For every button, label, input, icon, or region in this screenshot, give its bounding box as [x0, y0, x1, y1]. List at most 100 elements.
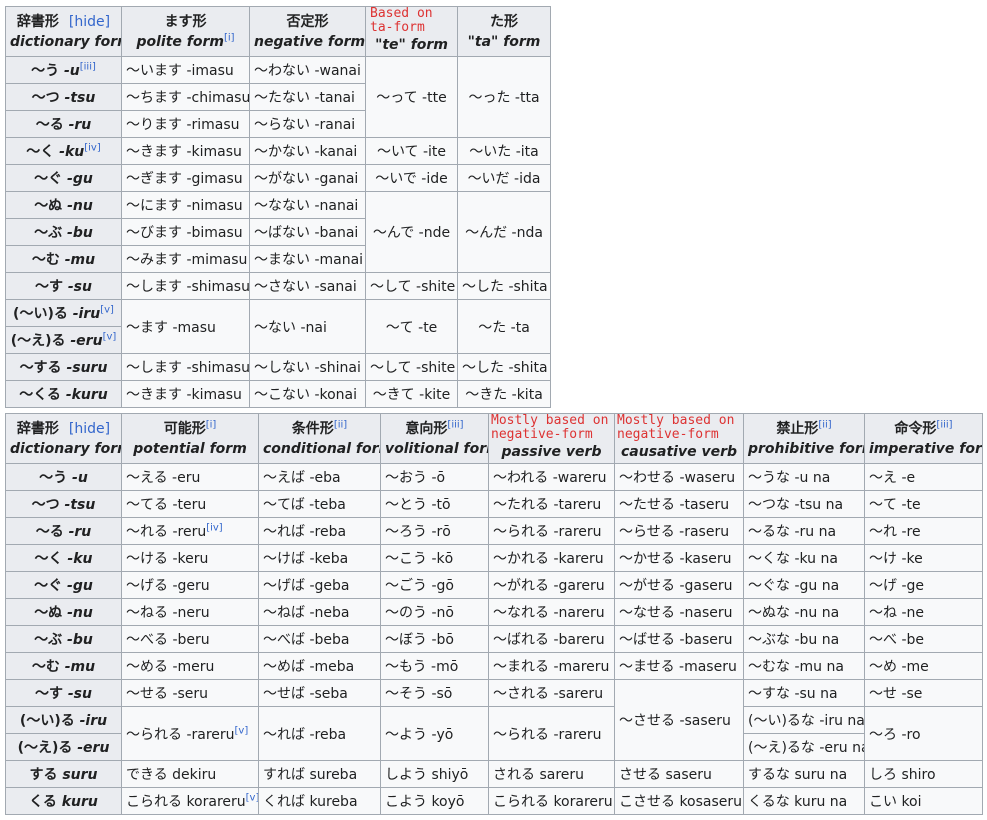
cell-polite: 〜きます -kimasu — [121, 380, 250, 408]
row-romaji: suru — [62, 767, 98, 783]
row-header: 〜う -u — [5, 463, 122, 491]
cell-causative: 〜がせる -gaseru — [614, 571, 744, 599]
header-dictionary-form: 辞書形 [hide] dictionary form — [5, 413, 122, 464]
row-jp: 〜る — [35, 524, 64, 540]
row-header: する suru — [5, 760, 122, 788]
row-jp: する — [29, 767, 58, 783]
row-jp: 〜つ — [31, 90, 60, 106]
cell-negative: 〜ばない -banai — [249, 218, 366, 246]
cell-causative: 〜たせる -taseru — [614, 490, 744, 518]
cell-causative: 〜なせる -naseru — [614, 598, 744, 626]
cell-imperative: 〜べ -be — [864, 625, 983, 653]
footnote-link[interactable]: [iii] — [447, 418, 464, 430]
header-conditional-form: 条件形[ii] conditional form — [258, 413, 381, 464]
cell-passive: 〜なれる -nareru — [488, 598, 615, 626]
footnote-link[interactable]: [iv] — [206, 522, 223, 534]
header-jp: ます形 — [164, 13, 207, 30]
cell-causative: 〜らせる -raseru — [614, 517, 744, 545]
cell-conditional: 〜べば -beba — [258, 625, 381, 653]
cell-prohibitive: 〜うな -u na — [743, 463, 865, 491]
cell-passive: 〜される -sareru — [488, 679, 615, 707]
cell-conditional: 〜てば -teba — [258, 490, 381, 518]
table-row: 〜む -mu 〜める -meru 〜めば -meba 〜もう -mō 〜まれる … — [5, 652, 983, 680]
footnote-link[interactable]: [i] — [205, 418, 217, 430]
cell-te: 〜んで -nde — [365, 191, 458, 273]
cell-passive: 〜がれる -gareru — [488, 571, 615, 599]
cell-causative: 〜ませる -maseru — [614, 652, 744, 680]
table-row: 〜す -su 〜せる -seru 〜せば -seba 〜そう -sō 〜される … — [5, 679, 983, 761]
row-romaji: -iru — [72, 306, 101, 322]
row-romaji: -bu — [67, 632, 93, 648]
hide-toggle-link[interactable]: [hide] — [68, 420, 111, 437]
hide-toggle-link[interactable]: [hide] — [68, 13, 111, 30]
row-jp: 〜ぐ — [34, 578, 63, 594]
footnote-link[interactable]: [v] — [234, 724, 249, 736]
cell-imperative: 〜ろ -ro — [864, 706, 983, 761]
row-header: (〜え)る -eru[v] — [5, 326, 122, 354]
footnote-link[interactable]: [iii] — [79, 61, 96, 73]
cell-ta: 〜んだ -nda — [457, 191, 551, 273]
cell-negative: 〜わない -wanai — [249, 56, 366, 84]
footnote-link[interactable]: [ii] — [333, 418, 348, 430]
table-row: 〜う -u[iii] 〜います -imasu 〜わない -wanai 〜って -… — [5, 56, 551, 138]
table-row: 〜ぐ -gu 〜げる -geru 〜げば -geba 〜ごう -gō 〜がれる … — [5, 571, 983, 599]
row-romaji: -ru — [68, 117, 92, 133]
header-row: 辞書形 [hide] dictionary form ます形 polite for… — [5, 6, 551, 57]
footnote-link[interactable]: [v] — [245, 792, 259, 804]
cell-ta: 〜した -shita — [457, 272, 551, 300]
cell-causative: させる saseru — [614, 760, 744, 788]
cell-imperative: 〜ね -ne — [864, 598, 983, 626]
row-header: 〜る -ru — [5, 517, 122, 545]
cell-passive: 〜ばれる -bareru — [488, 625, 615, 653]
header-en: polite form — [136, 33, 224, 50]
cell-ta: 〜きた -kita — [457, 380, 551, 408]
table-row: 〜つ -tsu 〜ちます -chimasu 〜たない -tanai — [5, 83, 551, 111]
cell-text: 〜られる -rareru — [126, 726, 235, 743]
cell-imperative: 〜え -e — [864, 463, 983, 491]
row-romaji: -gu — [67, 578, 93, 594]
footnote-link[interactable]: [i] — [223, 31, 235, 43]
footnote-link[interactable]: [iv] — [84, 142, 101, 154]
cell-polite: 〜します -shimasu — [121, 353, 250, 381]
row-romaji: -u — [72, 470, 88, 486]
row-romaji: -tsu — [64, 90, 96, 106]
cell-prohibitive: 〜むな -mu na — [743, 652, 865, 680]
cell-polite: 〜にます -nimasu — [121, 191, 250, 219]
cell-negative: 〜かない -kanai — [249, 137, 366, 165]
table-row: くる kuru こられる korareru[v] くれば kureba こよう … — [5, 787, 983, 815]
cell-potential: 〜せる -seru — [121, 679, 259, 707]
footnote-link[interactable]: [v] — [102, 331, 117, 343]
cell-passive: 〜かれる -kareru — [488, 544, 615, 572]
header-en: passive verb — [501, 444, 602, 460]
header-passive-verb: Mostly based on negative-form passive ve… — [488, 413, 615, 464]
footnote-link[interactable]: [v] — [100, 304, 114, 316]
cell-negative: 〜ない -nai — [249, 299, 366, 354]
annotation-text: Mostly based on — [491, 413, 609, 428]
cell-polite: 〜ちます -chimasu — [121, 83, 250, 111]
header-en: causative verb — [620, 444, 738, 460]
cell-passive: 〜られる -rareru — [488, 517, 615, 545]
cell-volitional: 〜おう -ō — [380, 463, 489, 491]
header-en: imperative form — [869, 440, 982, 457]
header-en: "te" form — [375, 37, 448, 53]
header-jp: 辞書形 — [16, 13, 59, 30]
row-romaji: -nu — [67, 198, 93, 214]
footnote-link[interactable]: [ii] — [818, 418, 832, 430]
cell-negative: 〜なない -nanai — [249, 191, 366, 219]
conjugation-table-1: 辞書形 [hide] dictionary form ます形 polite for… — [5, 6, 551, 408]
header-jp: 可能形 — [163, 420, 206, 437]
row-romaji: -eru — [70, 333, 103, 349]
footnote-link[interactable]: [iii] — [936, 418, 953, 430]
row-jp: 〜む — [31, 659, 60, 675]
cell-conditional: 〜げば -geba — [258, 571, 381, 599]
cell-potential: 〜める -meru — [121, 652, 259, 680]
cell-volitional: 〜そう -sō — [380, 679, 489, 707]
cell-ta: 〜した -shita — [457, 353, 551, 381]
header-jp: 辞書形 — [16, 420, 59, 437]
cell-potential: 〜ける -keru — [121, 544, 259, 572]
cell-conditional: 〜めば -meba — [258, 652, 381, 680]
cell-volitional: 〜ごう -gō — [380, 571, 489, 599]
header-en: potential form — [133, 440, 247, 457]
cell-potential: 〜べる -beru — [121, 625, 259, 653]
cell-volitional: 〜ろう -rō — [380, 517, 489, 545]
